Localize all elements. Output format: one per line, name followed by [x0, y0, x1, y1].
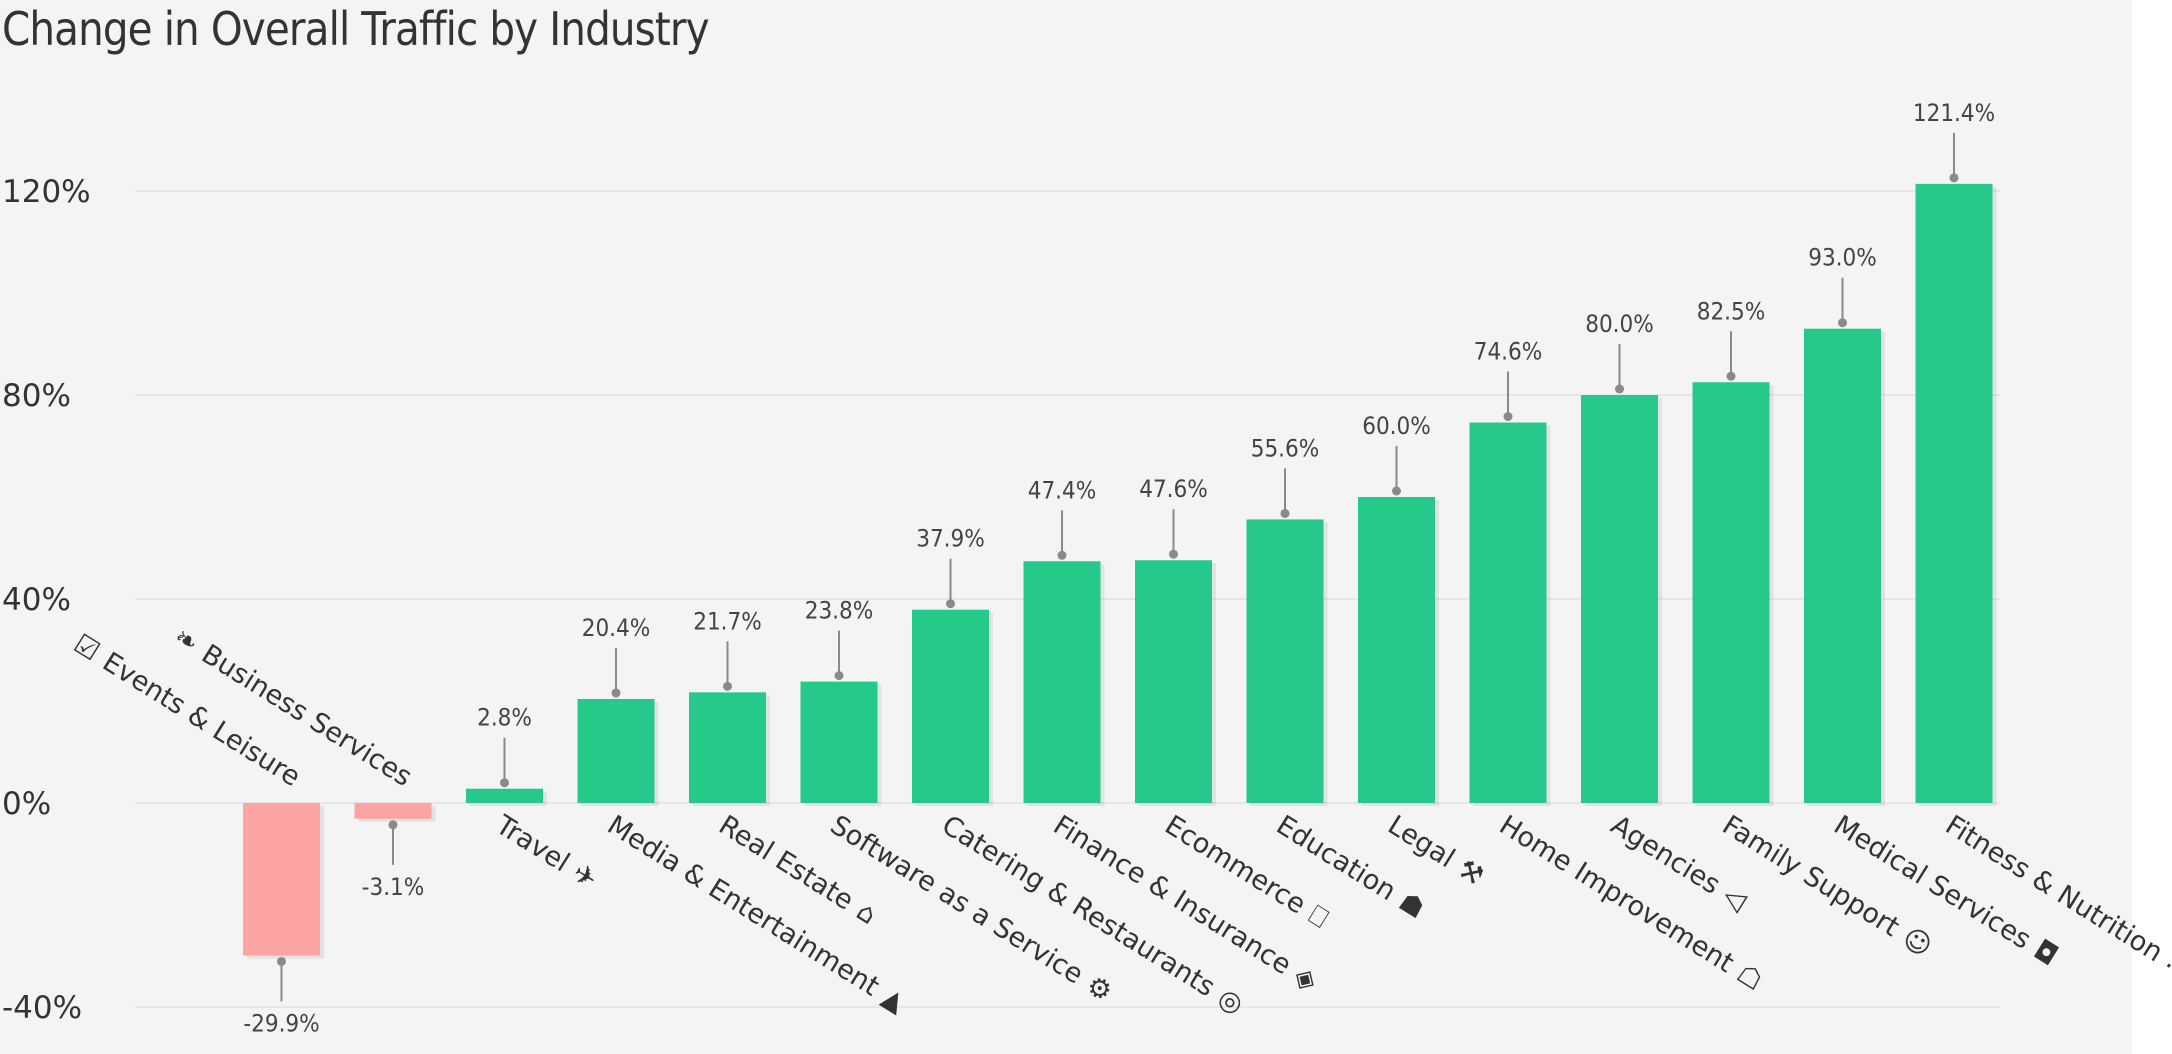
data-label: 93.0%: [1808, 244, 1877, 272]
bar: [1581, 395, 1658, 803]
data-label: 21.7%: [693, 607, 762, 635]
category-label: Events & Leisure: [97, 647, 306, 793]
leader-dot: [1838, 318, 1847, 328]
category-label: Legal: [1382, 810, 1460, 875]
footprints-icon: ∴: [2160, 947, 2172, 982]
category-label: Business Services: [196, 639, 417, 793]
bar: [1804, 328, 1881, 803]
book-icon: ☗: [1393, 886, 1430, 925]
y-tick-label: 40%: [2, 582, 71, 618]
data-label: -3.1%: [362, 873, 425, 901]
handshake-icon: ❧: [168, 621, 204, 659]
chart-title: Change in Overall Traffic by Industry: [2, 2, 710, 56]
data-label: 74.6%: [1474, 338, 1543, 366]
y-tick-label: 0%: [2, 786, 51, 822]
bar: [689, 692, 766, 803]
bar: [1135, 560, 1212, 803]
leader-dot: [500, 778, 509, 788]
cart-icon: ⎕: [1303, 900, 1333, 935]
sofa-icon: ☖: [1731, 958, 1768, 997]
y-tick-label: 80%: [2, 378, 71, 414]
data-label: 2.8%: [477, 704, 532, 732]
dollar-shield-icon: ◈: [1289, 960, 1323, 997]
megaphone-icon: ◁: [1717, 879, 1752, 917]
leader-dot: [1392, 486, 1401, 496]
bar: [466, 788, 543, 803]
cookie-icon: ◎: [1212, 982, 1248, 1021]
bar: [1469, 422, 1547, 803]
data-label: -29.9%: [243, 1009, 319, 1037]
data-label: 47.4%: [1028, 476, 1097, 504]
leader-dot: [834, 671, 844, 681]
airplane-icon: ✈: [567, 857, 603, 895]
data-label: 55.6%: [1251, 434, 1320, 462]
bar: [1023, 561, 1101, 803]
data-label: 82.5%: [1697, 297, 1766, 325]
bar: [800, 681, 878, 803]
bar: [1915, 183, 1993, 804]
bar: [912, 609, 989, 803]
leader-dot: [388, 820, 398, 830]
gavel-icon: ⚒: [1452, 853, 1489, 892]
leader-dot: [1949, 173, 1959, 183]
data-label: 47.6%: [1139, 475, 1208, 503]
family-icon: ☺: [1897, 922, 1937, 963]
leader-dot: [1057, 550, 1067, 560]
play-circle-icon: ▲: [877, 981, 911, 1018]
bar: [243, 803, 320, 956]
gear-icon: ⚙: [1081, 970, 1118, 1009]
leader-dot: [1726, 371, 1736, 381]
data-label: 80.0%: [1585, 310, 1654, 338]
bar: [354, 803, 432, 819]
leader-dot: [277, 956, 286, 966]
leader-dot: [1280, 508, 1290, 518]
calendar-check-icon: ☑: [68, 628, 105, 667]
leader-dot: [946, 599, 955, 609]
house-icon: ⌂: [851, 896, 882, 931]
bar: [1246, 519, 1324, 803]
leader-dot: [1169, 549, 1178, 559]
y-tick-label: 120%: [2, 174, 91, 210]
data-label: 23.8%: [805, 597, 874, 625]
y-tick-label: -40%: [2, 990, 82, 1026]
leader-dot: [723, 681, 732, 691]
leader-dot: [1615, 384, 1624, 394]
data-label: 121.4%: [1913, 99, 1995, 127]
leader-dot: [1503, 412, 1513, 422]
category-label: Travel: [489, 809, 574, 878]
data-label: 20.4%: [582, 614, 651, 642]
data-label: 60.0%: [1362, 412, 1431, 440]
bar: [1692, 382, 1770, 803]
pill-icon: ◘: [2028, 935, 2063, 973]
bar: [577, 698, 655, 803]
data-label: 37.9%: [916, 525, 985, 553]
leader-dot: [611, 688, 621, 698]
bar: [1358, 497, 1435, 803]
